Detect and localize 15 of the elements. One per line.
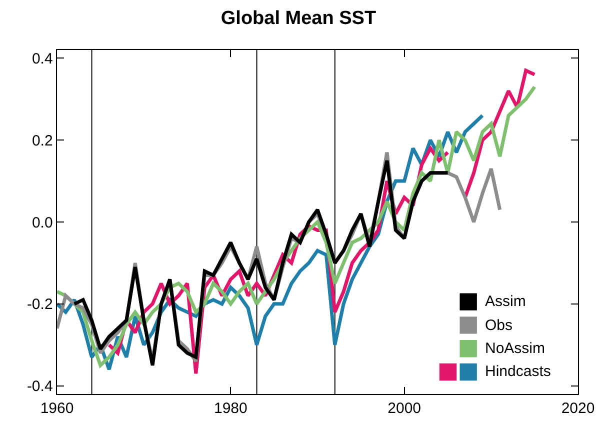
- legend-label: Hindcasts: [485, 363, 551, 380]
- x-tick-label: 1980: [214, 400, 248, 418]
- y-tick-label: -0.4: [26, 378, 53, 396]
- x-tick-label: 2020: [561, 400, 595, 418]
- legend-label: Assim: [485, 293, 526, 310]
- y-tick-label: 0.4: [32, 50, 53, 68]
- line-series: [72, 158, 450, 368]
- chart-title: Global Mean SST: [220, 8, 376, 30]
- x-tick-label: 1960: [40, 400, 74, 418]
- y-tick-label: -0.2: [26, 296, 53, 314]
- y-tick-label: 0.0: [32, 214, 53, 232]
- y-tick-label: 0.2: [32, 132, 53, 150]
- legend-label: NoAssim: [485, 340, 546, 357]
- x-tick-label: 2000: [388, 400, 422, 418]
- legend-label: Obs: [485, 317, 513, 334]
